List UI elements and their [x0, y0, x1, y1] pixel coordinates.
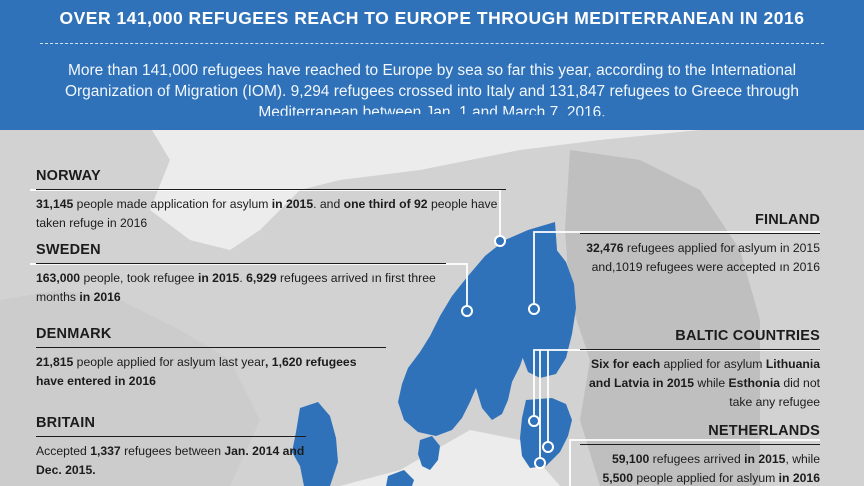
stat-segment: , 1,620 refugees have entered in 2016 [36, 355, 357, 388]
norway-box: NORWAY 31,145 people made application fo… [36, 168, 506, 233]
intro-text: More than 141,000 refugees have reached … [64, 62, 800, 121]
header-banner: OVER 141,000 REFUGEES REACH TO EUROPE TH… [0, 0, 864, 130]
stat-segment: in 2015 [744, 452, 786, 466]
pin-baltic-lithuania [534, 457, 546, 469]
pin-baltic-estonia [528, 415, 540, 427]
map-land-west [0, 290, 260, 486]
pin-norway [494, 235, 506, 247]
country-name-norway: NORWAY [36, 168, 101, 184]
country-name-britain: BRITAIN [36, 415, 96, 431]
stats-baltic: Six for each applied for asylum Lithuani… [580, 350, 820, 412]
stat-segment: people, took refugee [80, 271, 198, 285]
rule-sweden [36, 263, 446, 264]
stat-segment: refugees applied for aslyum in 2015 and,… [591, 241, 820, 274]
rule-finland [580, 233, 820, 234]
stats-netherlands: 59,100 refugees arrived in 2015, while 5… [580, 445, 820, 486]
stat-segment: . [239, 271, 247, 285]
stat-segment: people made application for asylum [73, 197, 272, 211]
map-britain [292, 402, 338, 486]
stat-segment: refugees arrived [649, 452, 745, 466]
stat-segment: people have taken refuge in 2016 [36, 197, 498, 230]
page-title: OVER 141,000 REFUGEES REACH TO EUROPE TH… [59, 8, 805, 28]
rule-denmark [36, 347, 386, 348]
country-name-netherlands: NETHERLANDS [708, 423, 820, 439]
stat-segment: in 2016 [79, 290, 121, 304]
netherlands-box: NETHERLANDS 59,100 refugees arrived in 2… [580, 423, 820, 486]
stat-segment: did not take any refugee [729, 376, 820, 409]
map-finland [522, 235, 576, 378]
title-divider [40, 43, 824, 44]
stat-segment: 21,815 [36, 355, 74, 369]
stat-segment: while [694, 376, 729, 390]
stat-segment: Lithuania and Latvia in 2015 [589, 357, 820, 390]
stat-segment: applied for asylum [660, 357, 766, 371]
stat-segment: in 2015 [271, 197, 314, 211]
leader-norway [30, 189, 501, 240]
stats-britain: Accepted 1,337 refugees between Jan. 201… [36, 437, 306, 480]
stats-denmark: 21,815 people applied for aslyum last ye… [36, 348, 386, 391]
map-denmark [418, 436, 440, 470]
pin-sweden [461, 305, 473, 317]
stat-segment: , while [785, 452, 820, 466]
header-bottom-curve [0, 114, 864, 128]
stats-sweden: 163,000 people, took refugee in 2015. 6,… [36, 264, 446, 307]
leader-netherlands [569, 439, 820, 486]
rule-netherlands [580, 444, 820, 445]
stat-segment: 1,337 [90, 444, 121, 458]
stat-segment: 5,500 [602, 471, 633, 485]
stats-finland: 32,476 refugees applied for aslyum in 20… [580, 234, 820, 277]
stat-segment: people applied for aslyum last year [73, 355, 266, 369]
stat-segment: refugees arrived ın first three months [36, 271, 436, 304]
rule-norway [36, 189, 506, 190]
rule-britain [36, 436, 306, 437]
country-name-baltic: BALTIC COUNTRIES [675, 328, 820, 344]
pin-baltic-latvia [542, 441, 554, 453]
leader-baltic-1 [533, 349, 820, 420]
stat-segment: . and [313, 197, 344, 211]
sweden-box: SWEDEN 163,000 people, took refugee in 2… [36, 242, 446, 307]
stat-segment: 6,929 [246, 271, 277, 285]
stat-segment: 32,476 [586, 241, 624, 255]
map-scandinavia [398, 222, 557, 436]
stat-segment: people applied for aslyum [632, 471, 779, 485]
stat-segment: refugees between [120, 444, 225, 458]
denmark-box: DENMARK 21,815 people applied for aslyum… [36, 326, 386, 391]
rule-baltic [580, 349, 820, 350]
leader-sweden [30, 263, 468, 310]
map-netherlands [386, 470, 414, 486]
country-name-denmark: DENMARK [36, 326, 112, 342]
stat-segment: in 2016 [778, 471, 820, 485]
stat-segment: 163,000 [36, 271, 81, 285]
stat-segment: Accepted [36, 444, 91, 458]
stat-segment: Esthonia [728, 376, 781, 390]
stat-segment: Jan. 2014 and Dec. 2015. [36, 444, 305, 477]
britain-box: BRITAIN Accepted 1,337 refugees between … [36, 415, 306, 480]
country-name-sweden: SWEDEN [36, 242, 101, 258]
stat-segment: 59,100 [611, 452, 650, 466]
pin-finland [528, 303, 540, 315]
stat-segment: 31,145 [36, 197, 74, 211]
country-name-finland: FINLAND [754, 212, 820, 228]
stat-segment: one third of 92 [343, 197, 428, 211]
map-land-east [565, 150, 760, 486]
stat-segment: Six for each [591, 357, 661, 371]
stat-segment: in 2015 [197, 271, 240, 285]
stats-norway: 31,145 people made application for asylu… [36, 190, 506, 233]
leader-finland [533, 231, 820, 308]
baltic-box: BALTIC COUNTRIES Six for each applied fo… [580, 328, 820, 412]
finland-box: FINLAND 32,476 refugees applied for asly… [580, 212, 820, 277]
